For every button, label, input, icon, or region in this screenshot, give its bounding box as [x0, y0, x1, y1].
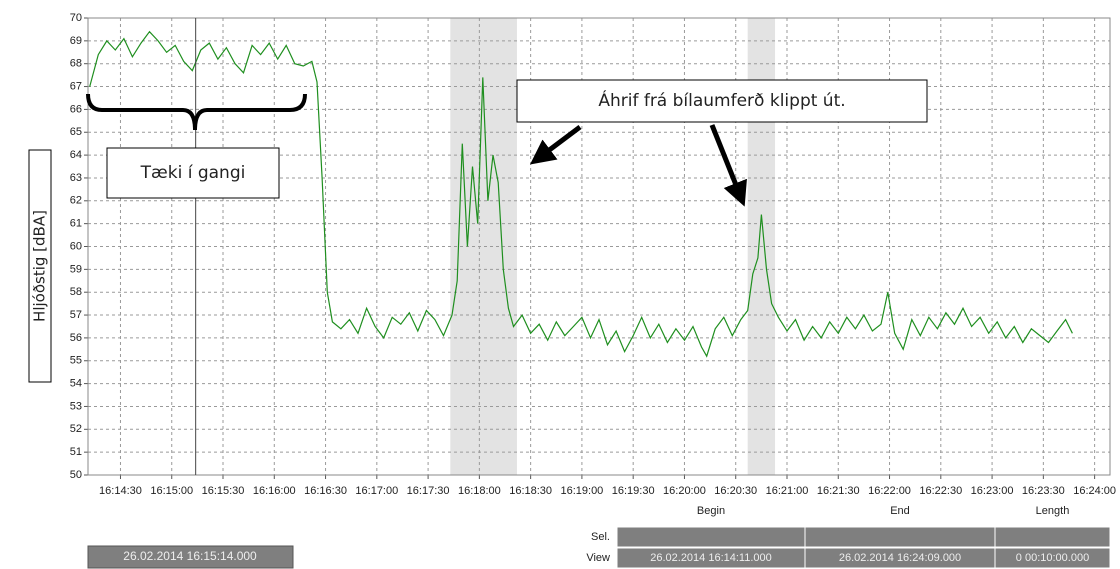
annotation: Tæki í gangi	[140, 163, 246, 183]
x-tick-label: 16:16:00	[253, 485, 296, 497]
cell-text: 26.02.2014 16:24:09.000	[839, 552, 961, 564]
plot-border	[87, 17, 1111, 476]
annotation-box	[516, 79, 928, 123]
column-header: End	[890, 505, 910, 517]
x-tick-label: 16:20:00	[663, 485, 706, 497]
table-cell	[994, 526, 1111, 548]
table-cell	[616, 526, 806, 548]
y-tick-label: 55	[70, 355, 82, 367]
y-tick-label: 64	[70, 149, 82, 161]
row-label: View	[586, 552, 610, 564]
x-tick-label: 16:19:00	[560, 485, 603, 497]
table-cell	[994, 547, 1111, 569]
column-header: Begin	[697, 505, 725, 517]
y-tick-label: 69	[70, 35, 82, 47]
brace	[86, 93, 307, 131]
column-header: Length	[1036, 505, 1070, 517]
x-tick-label: 16:23:30	[1022, 485, 1065, 497]
selection-table: Begin End Length Sel. View 26.02.2014 16:14:1…	[586, 505, 1111, 569]
y-tick-label: 60	[70, 240, 82, 252]
data-line	[89, 30, 1073, 358]
x-tick-label: 16:15:30	[202, 485, 245, 497]
x-tick-label: 16:18:30	[509, 485, 552, 497]
cell-text: 0 00:10:00.000	[1016, 552, 1089, 564]
y-tick-label: 51	[70, 446, 82, 458]
cell-text: 26.02.2014 16:14:11.000	[650, 552, 772, 564]
x-tick-label: 16:19:30	[612, 485, 655, 497]
x-tick-label: 16:17:00	[355, 485, 398, 497]
y-tick-label: 58	[70, 286, 82, 298]
x-tick-label: 16:23:00	[971, 485, 1014, 497]
y-tick-label: 52	[70, 423, 82, 435]
y-tick-label: 53	[70, 400, 82, 412]
arrow	[530, 125, 582, 165]
y-tick-label: 65	[70, 126, 82, 138]
y-tick-label: 57	[70, 309, 82, 321]
x-tick-label: 16:24:00	[1073, 485, 1116, 497]
y-tick-label: 67	[70, 80, 82, 92]
y-tick-label: 63	[70, 172, 82, 184]
x-tick-label: 16:22:30	[919, 485, 962, 497]
x-tick-label: 16:18:00	[458, 485, 501, 497]
x-tick-label: 16:15:00	[150, 485, 193, 497]
y-tick-label: 59	[70, 263, 82, 275]
x-tick-label: 16:14:30	[99, 485, 142, 497]
y-axis-label: Hljóðstig [dBA]	[31, 210, 49, 322]
y-tick-label: 68	[70, 58, 82, 70]
x-tick-label: 16:21:30	[817, 485, 860, 497]
x-tick-label: 16:20:30	[714, 485, 757, 497]
y-tick-label: 62	[70, 195, 82, 207]
x-tick-label: 16:16:30	[304, 485, 347, 497]
y-tick-label: 50	[70, 469, 82, 481]
cursor-box	[87, 545, 294, 569]
row-label: Sel.	[591, 531, 610, 543]
x-tick-label: 16:21:00	[766, 485, 809, 497]
y-tick-label: 61	[70, 218, 82, 230]
y-tick-label: 70	[70, 12, 82, 24]
arrow	[709, 124, 747, 207]
annotation: Áhrif frá bílaumferð klippt út.	[598, 89, 845, 111]
annotation-box	[106, 147, 280, 199]
x-tick-label: 16:22:00	[868, 485, 911, 497]
y-tick-label: 54	[70, 378, 82, 390]
table-cell	[804, 526, 996, 548]
y-tick-label: 66	[70, 103, 82, 115]
cursor-time: 26.02.2014 16:15:14.000	[123, 549, 257, 563]
y-tick-label: 56	[70, 332, 82, 344]
x-tick-label: 16:17:30	[407, 485, 450, 497]
y-label-box	[28, 149, 52, 383]
